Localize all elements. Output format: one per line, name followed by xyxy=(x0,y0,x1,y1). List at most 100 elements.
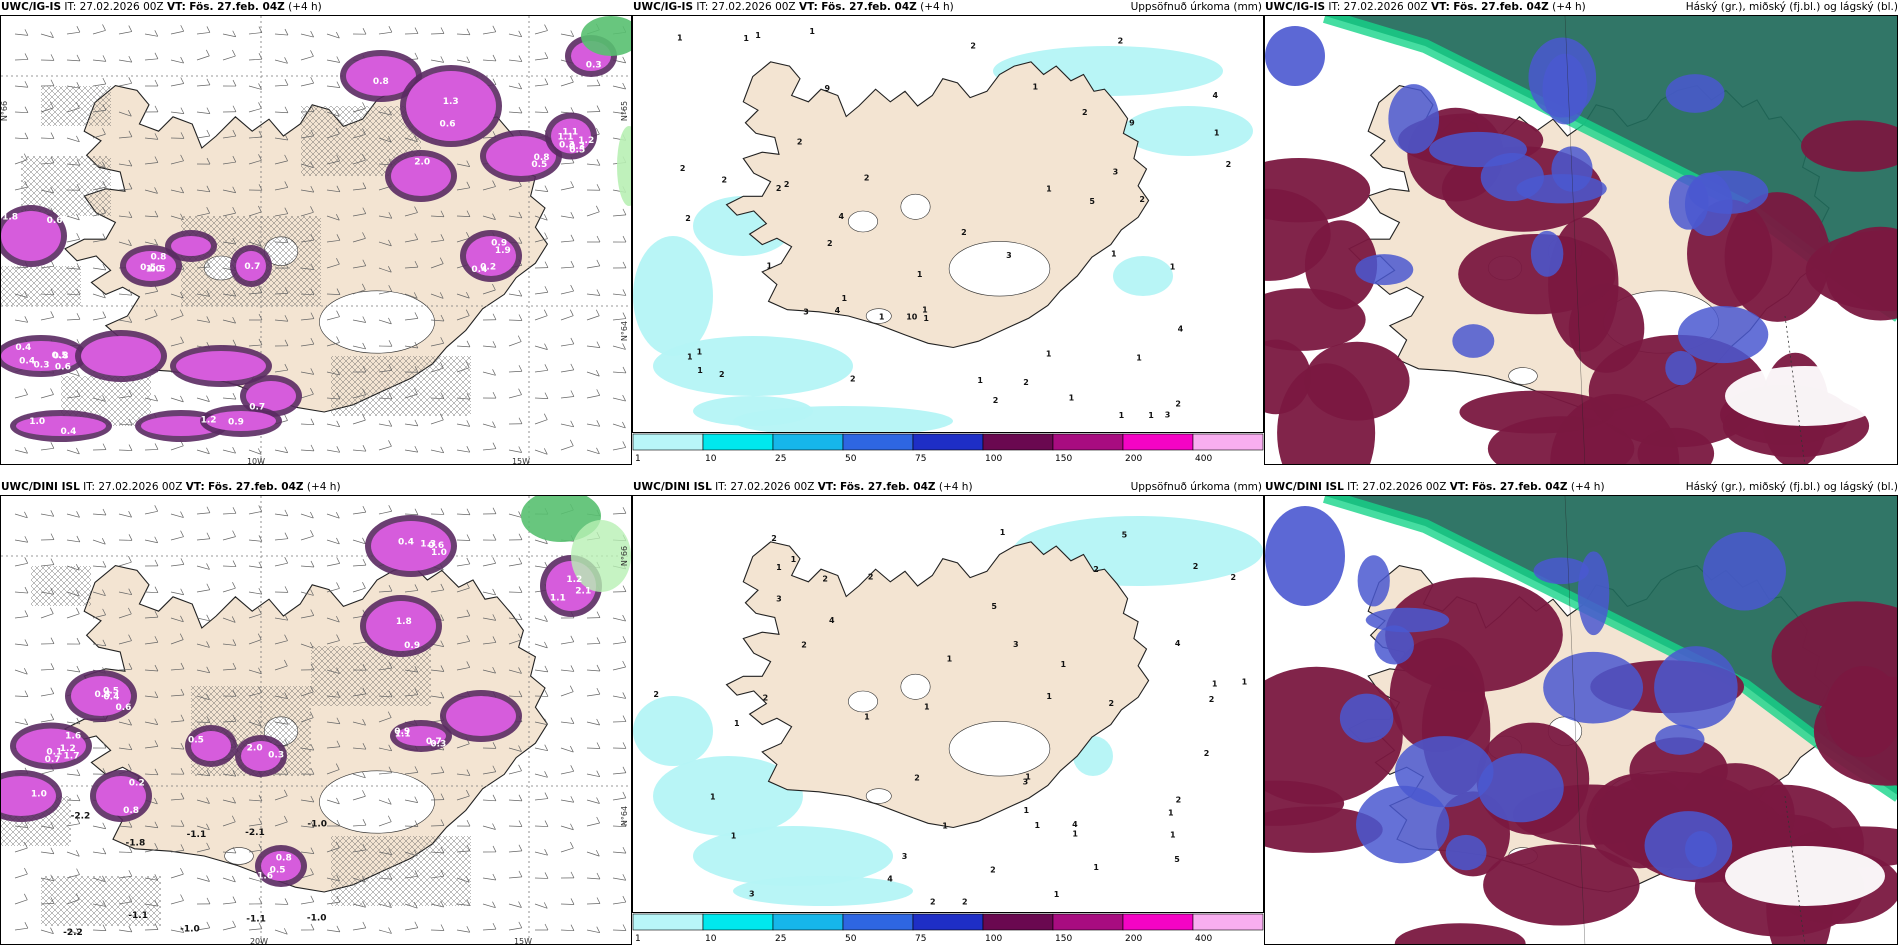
snow-value-label: 0.2 xyxy=(129,779,145,789)
wind-barb xyxy=(456,640,470,645)
wind-barb-flag xyxy=(310,685,314,693)
wind-barb xyxy=(456,397,470,400)
lead-time: (+4 h) xyxy=(306,481,341,493)
wind-barb xyxy=(144,591,159,594)
wind-barb xyxy=(352,449,366,452)
wind-barb-flag xyxy=(492,534,497,541)
wind-barb-flag xyxy=(128,821,133,828)
wind-barb-flag xyxy=(362,128,366,135)
wind-barb-flag xyxy=(102,104,107,111)
wind-barb-flag xyxy=(128,634,132,641)
wind-barb xyxy=(326,929,340,933)
precip-area xyxy=(653,336,853,396)
wind-barb-flag xyxy=(518,314,523,321)
wind-barb-flag xyxy=(128,418,133,426)
wind-barb xyxy=(326,59,340,63)
wind-barb xyxy=(456,667,470,671)
wind-barb-flag xyxy=(232,920,236,928)
wind-barb xyxy=(326,33,340,39)
wind-barb-flag xyxy=(206,532,211,539)
wind-barb xyxy=(40,903,55,905)
colorbar-segment xyxy=(1122,913,1194,931)
wind-barb xyxy=(274,369,288,373)
wind-barb-flag xyxy=(310,589,314,596)
wind-barb-flag xyxy=(440,210,445,217)
snow-blob xyxy=(176,351,266,381)
wind-barb xyxy=(248,669,262,675)
wind-barb xyxy=(14,825,28,828)
wind-barb-flag xyxy=(232,530,236,537)
colorbar-segment xyxy=(842,913,914,931)
green-area xyxy=(581,16,631,56)
wind-barb-flag xyxy=(492,922,497,930)
wind-barb xyxy=(534,747,548,752)
wind-barb-flag xyxy=(570,898,575,905)
wind-barb xyxy=(560,81,574,87)
wind-barb xyxy=(40,33,54,38)
wind-barb xyxy=(352,564,366,567)
wind-barb xyxy=(66,851,80,857)
wind-barb-flag xyxy=(24,132,29,139)
wind-barb-flag xyxy=(310,312,315,319)
wind-barb xyxy=(456,773,470,776)
wind-barb xyxy=(66,899,80,905)
precip-value-label: 1 xyxy=(942,821,948,830)
wind-barb-flag xyxy=(180,768,185,775)
wind-barb-flag xyxy=(50,311,55,318)
wind-barb xyxy=(560,290,574,295)
snow-value-label: 0.8 xyxy=(534,153,550,163)
wind-snow-map[interactable]: 1.2 0.5 0.1 0.8 0.7 1.2 1.0 1.6 1.3 0.8 0.5 0.4 0.3 0… xyxy=(0,495,632,945)
wind-barb-flag xyxy=(284,739,289,746)
wind-barb xyxy=(482,617,496,621)
wind-barb xyxy=(144,877,158,881)
wind-barb xyxy=(586,822,600,827)
wind-barb xyxy=(508,669,522,674)
wind-barb xyxy=(300,33,314,38)
cloud-map[interactable] xyxy=(1264,495,1898,945)
wind-barb-flag xyxy=(128,77,133,84)
wind-barb-flag xyxy=(310,847,315,854)
wind-barb xyxy=(196,589,210,593)
wind-barb-flag xyxy=(76,511,80,518)
mid-cloud-area xyxy=(1702,531,1786,611)
wind-barb xyxy=(170,591,184,596)
wind-barb xyxy=(40,877,54,882)
wind-barb-flag xyxy=(232,662,237,670)
wind-barb xyxy=(40,851,54,855)
mid-cloud-area xyxy=(1684,172,1733,236)
temp-value-label: -1.8 xyxy=(126,839,146,849)
wind-barb xyxy=(352,213,366,217)
wind-barb xyxy=(92,109,106,113)
wind-barb xyxy=(144,903,158,907)
wind-barb xyxy=(144,449,159,451)
wind-barb xyxy=(482,799,496,802)
wind-barb-flag xyxy=(362,342,366,350)
wind-barb-flag xyxy=(518,237,523,244)
wind-barb-flag xyxy=(179,309,184,316)
wind-barb xyxy=(404,239,418,243)
wind-barb-flag xyxy=(336,667,340,674)
colorbar-tick-label: 100 xyxy=(985,934,1002,943)
wind-barb-flag xyxy=(50,388,54,395)
precip-value-label: 1 xyxy=(791,555,797,564)
colorbar-tick-label: 1 xyxy=(635,454,641,463)
it-value: 27.02.2026 00Z xyxy=(730,481,815,493)
wind-barb xyxy=(300,189,314,193)
wind-barb xyxy=(378,903,392,908)
wind-barb-flag xyxy=(596,105,601,112)
wind-barb xyxy=(170,513,184,518)
cloud-map[interactable] xyxy=(1264,15,1898,465)
wind-snow-map[interactable]: 0.3 1.1 0.9 0.5 0.7 0.4 0.3 1.8 0.5 0.8 0.6 0.9 1.2 1… xyxy=(0,15,632,465)
wind-barb xyxy=(14,899,28,905)
wind-barb xyxy=(378,929,392,934)
wind-barb-flag xyxy=(258,587,263,595)
wind-barb xyxy=(482,825,496,830)
wind-barb xyxy=(248,241,262,247)
wind-barb xyxy=(404,669,418,673)
precip-value-label: 1 xyxy=(1046,692,1052,701)
precip-map[interactable]: 1 2 1 1 3 9 10 2 4 5 2 2 1 1 4 1 2 2 4 2 1 2 2 3 1 1 1 1 9 1 1 1 2 4 2 2 2 1 1… xyxy=(632,15,1264,433)
wind-barb xyxy=(430,367,444,373)
precip-value-label: 1 xyxy=(1069,393,1075,402)
wind-barb xyxy=(196,111,210,114)
